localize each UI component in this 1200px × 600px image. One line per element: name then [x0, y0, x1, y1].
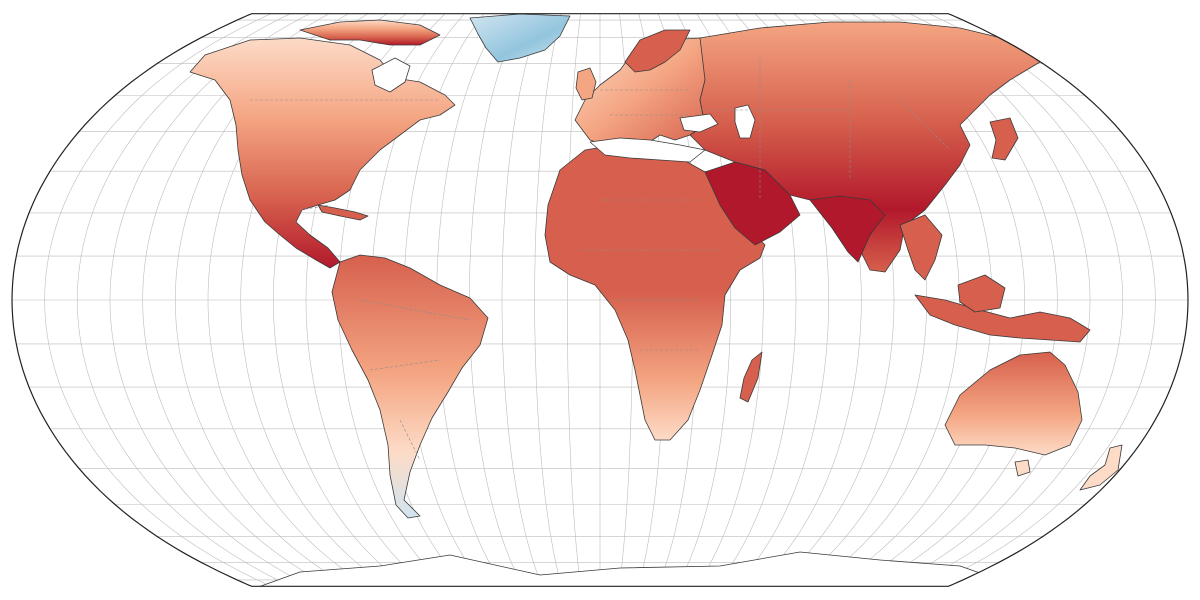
- indonesia: [914, 294, 1091, 343]
- hudson-bay: [371, 57, 411, 93]
- mediterranean: [589, 137, 706, 163]
- india: [809, 195, 886, 263]
- caribbean-islands: [317, 204, 369, 221]
- greenland: [469, 13, 571, 63]
- japan: [989, 117, 1019, 161]
- arctic-islands: [299, 19, 441, 46]
- scandinavia: [624, 29, 691, 73]
- australia: [944, 351, 1083, 456]
- map-frame: [11, 13, 1189, 587]
- borneo: [957, 274, 1006, 313]
- black-sea: [679, 113, 719, 133]
- caspian-sea: [734, 104, 756, 139]
- madagascar: [739, 351, 763, 403]
- british-isles: [575, 67, 597, 101]
- indochina: [899, 214, 943, 281]
- tasmania: [1014, 459, 1031, 477]
- land-layer: [189, 13, 1123, 587]
- new-zealand: [1079, 444, 1123, 491]
- south-america: [331, 254, 489, 519]
- africa: [544, 144, 766, 441]
- north-america: [189, 37, 456, 269]
- country-borders: [250, 60, 951, 461]
- antarctica: [249, 551, 1001, 587]
